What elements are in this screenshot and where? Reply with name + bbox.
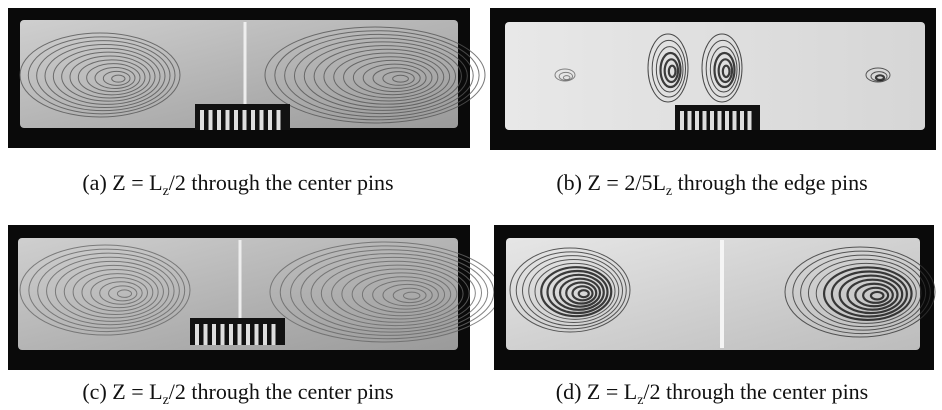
pin [234,110,238,130]
pin [255,324,259,345]
pin [718,111,722,130]
pin [200,110,204,130]
pin [209,110,213,130]
pin [277,110,281,130]
pin [688,111,692,130]
pin [710,111,714,130]
pin [226,110,230,130]
pin [263,324,267,345]
pin [272,324,276,345]
pin [733,111,737,130]
pin [695,111,699,130]
caption: (a) Z = Lz/2 through the center pins [82,170,393,199]
pin [195,324,199,345]
pin [748,111,752,130]
pin [204,324,208,345]
pin [703,111,707,130]
pin [212,324,216,345]
caption: (d) Z = Lz/2 through the center pins [556,379,869,408]
pin [229,324,233,345]
caption: (b) Z = 2/5Lz through the edge pins [556,170,867,199]
caption: (c) Z = Lz/2 through the center pins [82,379,393,408]
pin [238,324,242,345]
pin [260,110,264,130]
pin [251,110,255,130]
pin [217,110,221,130]
pin [221,324,225,345]
pin [740,111,744,130]
pin [268,110,272,130]
pin [243,110,247,130]
pin [680,111,684,130]
figure: (a) Z = Lz/2 through the center pins (b)… [0,0,942,410]
pin [246,324,250,345]
pin [725,111,729,130]
